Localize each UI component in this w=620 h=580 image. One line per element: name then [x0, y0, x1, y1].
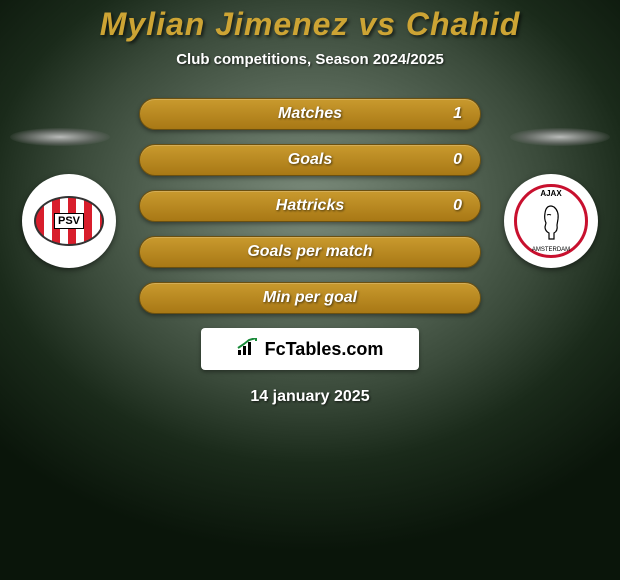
ajax-head-icon [536, 201, 566, 241]
ajax-text-bottom: AMSTERDAM [532, 247, 570, 253]
stat-row: Goals per match [139, 236, 481, 268]
stat-label: Hattricks [276, 197, 344, 215]
branding-text: FcTables.com [265, 339, 384, 360]
psv-badge: PSV [34, 196, 104, 246]
shadow-ellipse-left [10, 128, 110, 146]
stat-value-right: 0 [453, 151, 462, 169]
ajax-text-top: AJAX [540, 189, 561, 198]
subtitle: Club competitions, Season 2024/2025 [0, 51, 620, 68]
stat-label: Matches [278, 105, 342, 123]
club-logo-right: AJAX AMSTERDAM [504, 174, 598, 268]
stat-row: Goals 0 [139, 144, 481, 176]
date-text: 14 january 2025 [0, 388, 620, 406]
stat-label: Goals [288, 151, 332, 169]
stat-row: Min per goal [139, 282, 481, 314]
stat-row: Matches 1 [139, 98, 481, 130]
club-logo-left: PSV [22, 174, 116, 268]
page-title: Mylian Jimenez vs Chahid [0, 6, 620, 43]
ajax-badge: AJAX AMSTERDAM [514, 184, 588, 258]
psv-text: PSV [54, 213, 84, 229]
title-text: Mylian Jimenez vs Chahid [100, 6, 521, 42]
shadow-ellipse-right [510, 128, 610, 146]
comparison-card: Mylian Jimenez vs Chahid Club competitio… [0, 0, 620, 406]
stat-row: Hattricks 0 [139, 190, 481, 222]
chart-icon [237, 338, 259, 361]
branding-box: FcTables.com [201, 328, 419, 370]
stat-value-right: 0 [453, 197, 462, 215]
stat-label: Min per goal [263, 289, 357, 307]
stat-label: Goals per match [247, 243, 372, 261]
stat-value-right: 1 [453, 105, 462, 123]
